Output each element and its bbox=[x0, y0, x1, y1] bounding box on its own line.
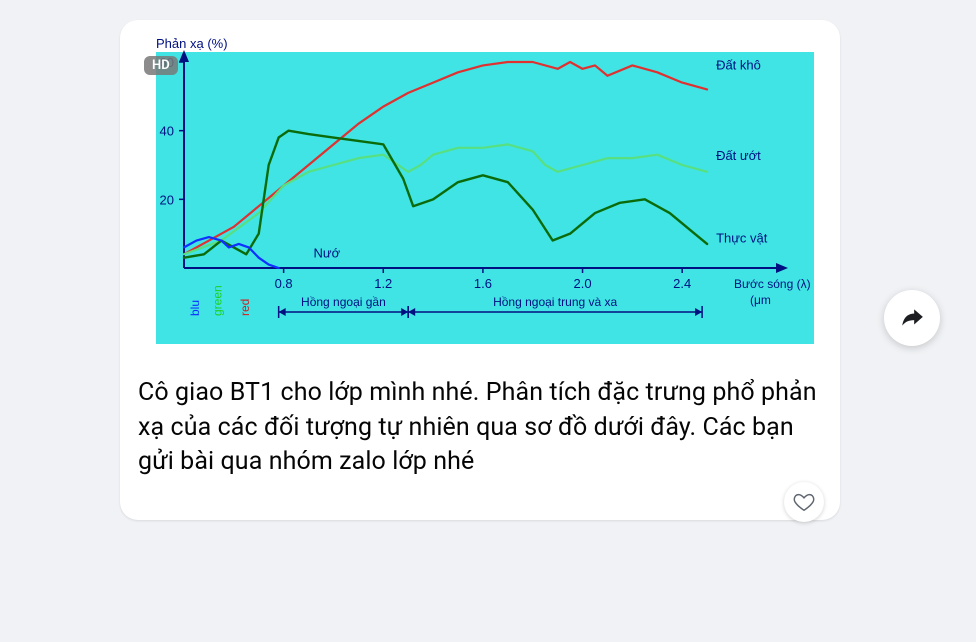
svg-text:Bước sóng (λ): Bước sóng (λ) bbox=[734, 277, 811, 291]
svg-text:Hồng ngoại trung và xa: Hồng ngoại trung và xa bbox=[493, 295, 617, 309]
message-card: HD Phản xạ (%)2040600.81.21.62.02.4Bước … bbox=[120, 20, 840, 520]
svg-text:1.6: 1.6 bbox=[474, 276, 492, 291]
svg-text:40: 40 bbox=[160, 124, 174, 139]
svg-text:Hồng ngoại gần: Hồng ngoại gần bbox=[301, 295, 386, 309]
svg-text:2.0: 2.0 bbox=[574, 276, 592, 291]
svg-text:blu: blu bbox=[188, 300, 202, 316]
svg-text:1.2: 1.2 bbox=[374, 276, 392, 291]
svg-text:Phản xạ (%): Phản xạ (%) bbox=[156, 36, 228, 51]
like-button[interactable] bbox=[784, 482, 824, 522]
svg-text:green: green bbox=[210, 285, 224, 316]
svg-text:20: 20 bbox=[160, 192, 174, 207]
svg-text:red: red bbox=[238, 299, 252, 316]
message-text: Cô giao BT1 cho lớp mình nhé. Phân tích … bbox=[138, 376, 822, 480]
svg-text:Thực vật: Thực vật bbox=[716, 231, 768, 246]
heart-icon bbox=[793, 491, 815, 513]
share-button[interactable] bbox=[884, 290, 940, 346]
svg-text:2.4: 2.4 bbox=[673, 276, 691, 291]
reflectance-chart: Phản xạ (%)2040600.81.21.62.02.4Bước són… bbox=[138, 34, 822, 354]
hd-badge: HD bbox=[144, 56, 178, 75]
svg-text:(μm: (μm bbox=[750, 293, 771, 307]
svg-text:Đất ướt: Đất ướt bbox=[716, 148, 761, 163]
chart-container: HD Phản xạ (%)2040600.81.21.62.02.4Bước … bbox=[138, 34, 822, 354]
svg-text:Nướ: Nướ bbox=[314, 246, 341, 261]
svg-text:Đất khô: Đất khô bbox=[716, 57, 761, 72]
svg-text:0.8: 0.8 bbox=[275, 276, 293, 291]
share-arrow-icon bbox=[899, 305, 925, 331]
